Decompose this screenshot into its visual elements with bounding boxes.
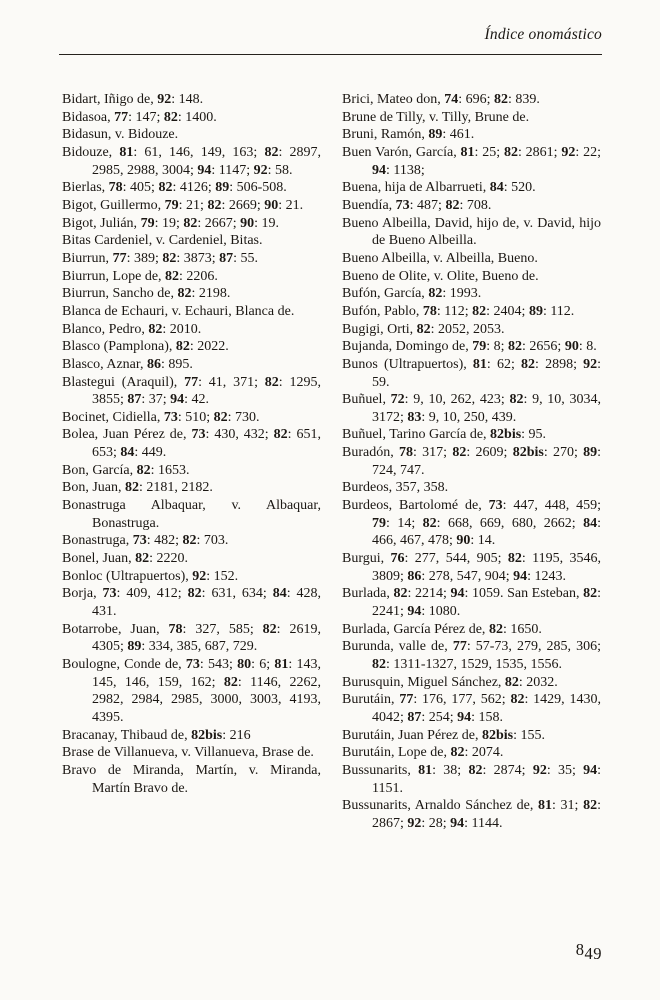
index-entry: Burdeos, Bartolomé de, 73: 447, 448, 459… — [342, 498, 602, 549]
index-entry: Blasco (Pamplona), 82: 2022. — [62, 339, 229, 355]
index-entry: Brici, Mateo don, 74: 696; 82: 839. — [342, 92, 540, 107]
index-entry: Brase de Villanueva, v. Villanueva, Bras… — [62, 745, 314, 761]
index-entry: Bufón, García, 82: 1993. — [342, 286, 482, 302]
index-entry: Bonastruga, 73: 482; 82: 703. — [62, 533, 229, 549]
index-entry: Bussunarits, 81: 38; 82: 2874; 92: 35; 9… — [342, 762, 602, 796]
index-entry: Blasco, Aznar, 86: 895. — [62, 356, 193, 372]
index-columns: Bidart, Iñigo de, 92: 148. Bidasoa, 77: 1… — [62, 91, 602, 833]
index-entry: Bracanay, Thibaud de, 82bis: 216 — [62, 727, 251, 743]
index-entry: Burgui, 76: 277, 544, 905; 82: 1195, 354… — [342, 551, 602, 584]
index-entry: Bueno de Olite, v. Olite, Bueno de. — [342, 268, 539, 284]
index-entry: Brune de Tilly, v. Tilly, Brune de. — [342, 109, 530, 125]
index-entry: Bunos (Ultrapuertos), 81: 62; 82: 2898; … — [342, 356, 602, 390]
index-entry: Bruni, Ramón, 89: 461. — [342, 127, 475, 143]
index-entry: Bonastruga Albaquar, v. Albaquar, Bonast… — [62, 498, 321, 531]
index-entry: Borja, 73: 409, 412; 82: 631, 634; 84: 4… — [62, 586, 322, 620]
index-entry: Blastegui (Araquil), 77: 41, 371; 82: 12… — [62, 374, 321, 408]
index-entry: Bon, Juan, 82: 2181, 2182. — [62, 480, 213, 496]
index-entry: Buñuel, Tarino García de, 82bis: 95. — [342, 427, 547, 443]
index-entry: Buradón, 78: 317; 82: 2609; 82bis: 270; … — [342, 445, 602, 478]
index-entry: Burutáin, 77: 176, 177, 562; 82: 1429, 1… — [342, 692, 602, 725]
index-entry: Burunda, valle de, 77: 57-73, 279, 285, … — [342, 639, 601, 672]
index-entry: Bigot, Julián, 79: 19; 82: 2667; 90: 19. — [62, 215, 280, 231]
index-entry: Burusquin, Miguel Sánchez, 82: 2032. — [342, 674, 558, 690]
index-entry: Blanca de Echauri, v. Echauri, Blanca de… — [62, 303, 295, 319]
index-entry: Bujanda, Domingo de, 79: 8; 82: 2656; 90… — [342, 339, 597, 355]
index-entry: Bravo de Miranda, Martín, v. Miranda, Ma… — [62, 762, 321, 796]
index-entry: Bigot, Guillermo, 79: 21; 82: 2669; 90: … — [62, 197, 304, 213]
index-entry: Boulogne, Conde de, 73: 543; 80: 6; 81: … — [62, 657, 322, 725]
index-entry: Buena, hija de Albarrueti, 84: 520. — [342, 180, 536, 196]
index-entry: Biurrun, Sancho de, 82: 2198. — [62, 286, 231, 302]
index-entry: Burlada, 82: 2214; 94: 1059. San Esteban… — [342, 586, 601, 620]
index-entry: Bierlas, 78: 405; 82: 4126; 89: 506-508. — [62, 180, 287, 196]
index-entry: Blanco, Pedro, 82: 2010. — [62, 321, 202, 337]
page-number: 849 — [60, 940, 602, 963]
index-entry: Bidasun, v. Bidouze. — [62, 127, 179, 143]
right-column: Brici, Mateo don, 74: 696; 82: 839. Brune… — [342, 91, 601, 833]
index-entry: Bolea, Juan Pérez de, 73: 430, 432; 82: … — [62, 427, 322, 461]
index-entry: Bocinet, Cidiella, 73: 510; 82: 730. — [62, 409, 260, 425]
index-entry: Bidart, Iñigo de, 92: 148. — [62, 92, 204, 107]
index-entry: Bonloc (Ultrapuertos), 92: 152. — [62, 568, 239, 584]
index-entry: Botarrobe, Juan, 78: 327, 585; 82: 2619,… — [62, 621, 322, 655]
index-entry: Burutáin, Lope de, 82: 2074. — [342, 745, 504, 761]
index-entry: Bidouze, 81: 61, 146, 149, 163; 82: 2897… — [62, 144, 322, 178]
index-entry: Bon, García, 82: 1653. — [62, 462, 190, 478]
index-entry: Buendía, 73: 487; 82: 708. — [342, 197, 492, 213]
index-entry: Bussunarits, Arnaldo Sánchez de, 81: 31;… — [342, 798, 601, 831]
page-number-low: 49 — [584, 944, 602, 963]
index-entry: Biurrun, Lope de, 82: 2206. — [62, 268, 218, 284]
index-entry: Bugigi, Orti, 82: 2052, 2053. — [342, 321, 505, 337]
index-entry: Buen Varón, García, 81: 25; 82: 2861; 92… — [342, 144, 601, 178]
left-column: Bidart, Iñigo de, 92: 148. Bidasoa, 77: 1… — [62, 91, 321, 833]
index-entry: Bonel, Juan, 82: 2220. — [62, 551, 188, 567]
page-number-high: 8 — [575, 940, 585, 959]
header-rule — [59, 54, 602, 55]
index-entry: Bueno Albeilla, v. Albeilla, Bueno. — [342, 250, 538, 266]
index-entry: Bufón, Pablo, 78: 112; 82: 2404; 89: 112… — [342, 303, 575, 319]
index-entry: Burlada, García Pérez de, 82: 1650. — [342, 621, 542, 637]
running-header: Índice onomástico — [484, 26, 602, 43]
index-entry: Biurrun, 77: 389; 82: 3873; 87: 55. — [62, 250, 259, 266]
index-entry: Burdeos, 357, 358. — [342, 480, 449, 496]
index-entry: Buñuel, 72: 9, 10, 262, 423; 82: 9, 10, … — [342, 392, 601, 425]
index-entry: Burutáin, Juan Pérez de, 82bis: 155. — [342, 727, 545, 743]
index-entry: Bitas Cardeniel, v. Cardeniel, Bitas. — [62, 233, 263, 249]
index-entry: Bueno Albeilla, David, hijo de, v. David… — [342, 215, 601, 249]
index-entry: Bidasoa, 77: 147; 82: 1400. — [62, 109, 217, 125]
